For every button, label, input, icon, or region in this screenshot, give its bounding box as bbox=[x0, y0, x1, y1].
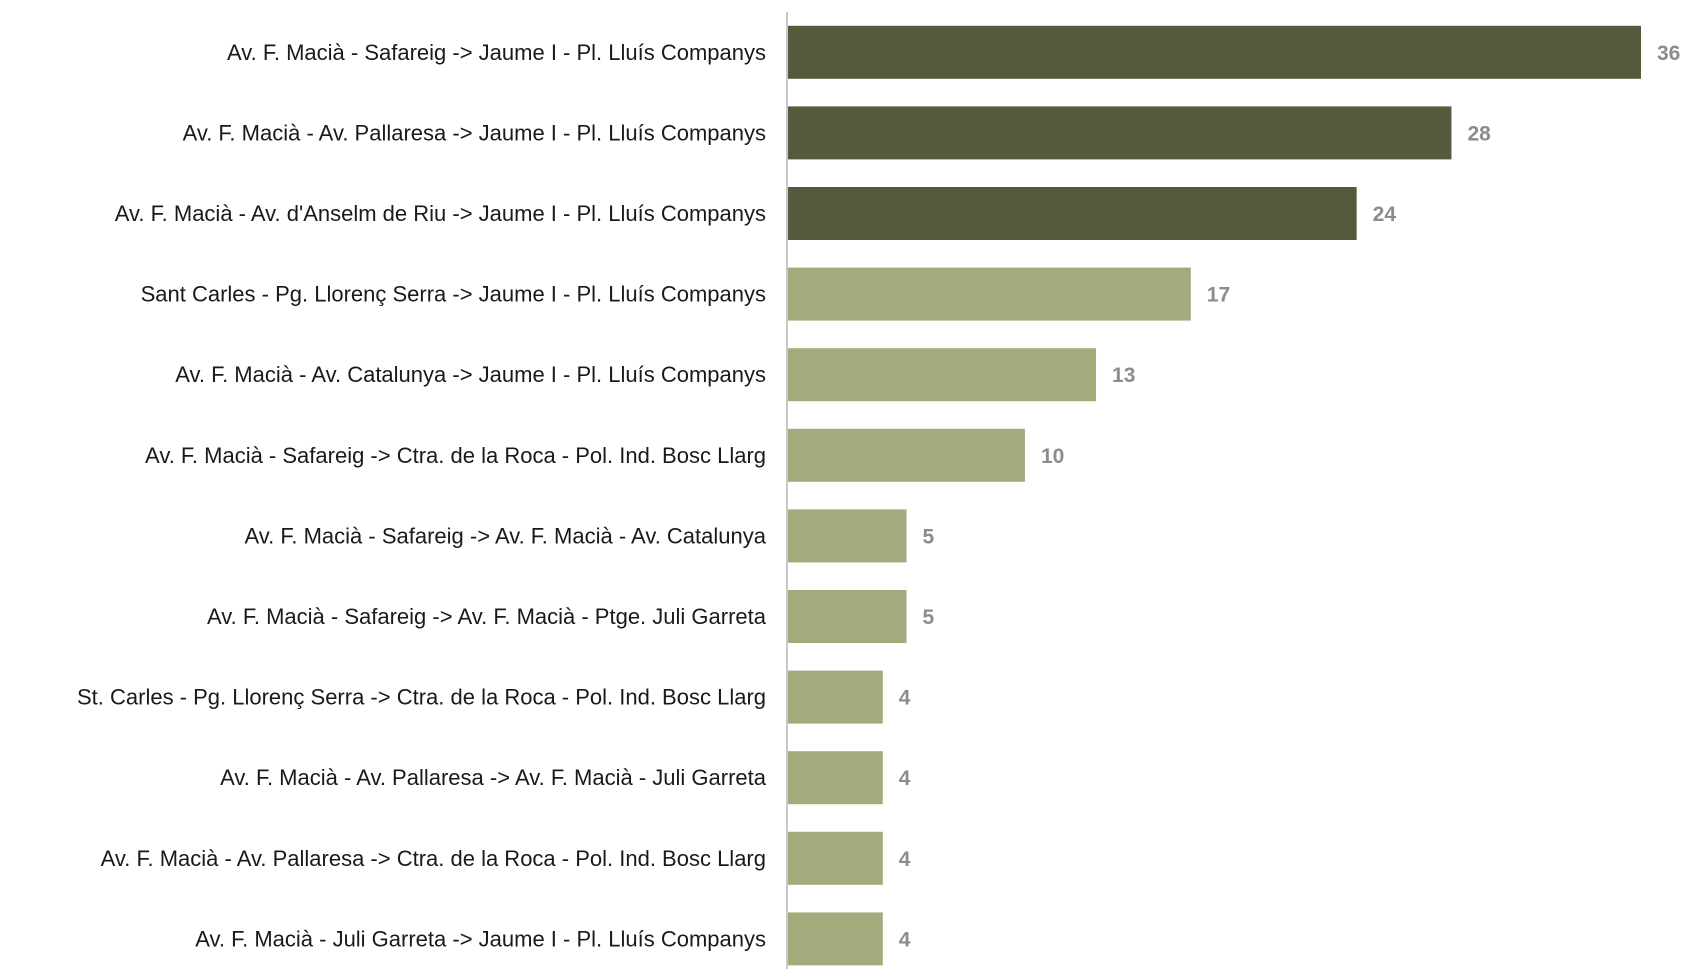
category-label: Av. F. Macià - Juli Garreta -> Jaume I -… bbox=[195, 926, 766, 951]
category-label: St. Carles - Pg. Llorenç Serra -> Ctra. … bbox=[77, 685, 766, 710]
bar bbox=[788, 267, 1191, 321]
bar bbox=[788, 25, 1641, 79]
category-label: Av. F. Macià - Av. Pallaresa -> Ctra. de… bbox=[101, 846, 766, 871]
category-label: Av. F. Macià - Safareig -> Av. F. Macià … bbox=[207, 604, 767, 629]
bar bbox=[788, 670, 883, 724]
value-label: 4 bbox=[899, 928, 911, 951]
bar bbox=[788, 428, 1025, 482]
category-label: Av. F. Macià - Av. Pallaresa -> Jaume I … bbox=[183, 120, 766, 145]
bar bbox=[788, 509, 907, 563]
bar bbox=[788, 106, 1452, 160]
category-label: Sant Carles - Pg. Llorenç Serra -> Jaume… bbox=[141, 282, 766, 307]
bar bbox=[788, 831, 883, 885]
bar bbox=[788, 912, 883, 966]
value-label: 10 bbox=[1041, 445, 1064, 468]
category-label: Av. F. Macià - Safareig -> Ctra. de la R… bbox=[145, 443, 766, 468]
value-label: 4 bbox=[899, 767, 911, 790]
value-label: 36 bbox=[1657, 42, 1680, 65]
category-labels-group: Av. F. Macià - Safareig -> Jaume I - Pl.… bbox=[77, 40, 767, 952]
value-label: 4 bbox=[899, 687, 911, 710]
bar bbox=[788, 348, 1097, 402]
value-labels-group: 36 28 24 17 13 10 5 5 4 4 4 4 bbox=[899, 42, 1681, 952]
value-label: 5 bbox=[922, 525, 934, 548]
value-label: 17 bbox=[1207, 284, 1230, 307]
value-label: 28 bbox=[1467, 122, 1491, 145]
category-label: Av. F. Macià - Av. d'Anselm de Riu -> Ja… bbox=[115, 201, 766, 226]
value-label: 24 bbox=[1373, 203, 1397, 226]
category-label: Av. F. Macià - Av. Catalunya -> Jaume I … bbox=[175, 362, 766, 387]
bar bbox=[788, 187, 1357, 240]
bar bbox=[788, 590, 907, 643]
category-label: Av. F. Macià - Av. Pallaresa -> Av. F. M… bbox=[220, 765, 767, 790]
bars-group bbox=[788, 25, 1641, 966]
value-label: 4 bbox=[899, 848, 911, 871]
bar bbox=[788, 751, 883, 805]
category-label: Av. F. Macià - Safareig -> Jaume I - Pl.… bbox=[227, 40, 766, 65]
category-label: Av. F. Macià - Safareig -> Av. F. Macià … bbox=[244, 523, 766, 548]
value-label: 13 bbox=[1112, 364, 1135, 387]
value-label: 5 bbox=[922, 606, 934, 629]
